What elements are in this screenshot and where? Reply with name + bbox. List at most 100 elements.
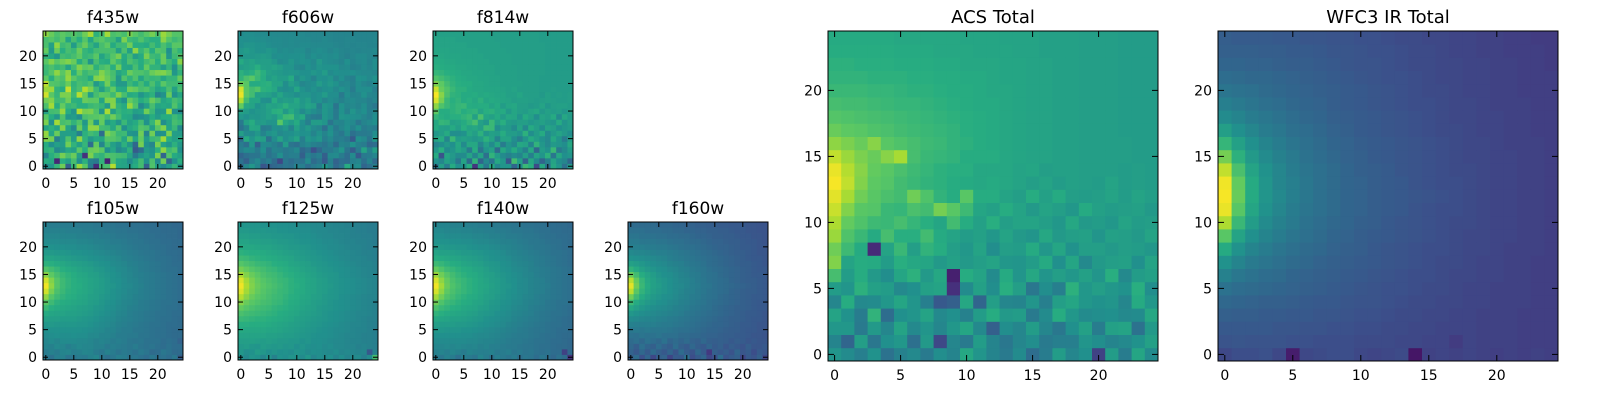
heatmap-cell (305, 130, 312, 137)
heatmap-cell (472, 233, 479, 239)
heatmap-cell (338, 36, 345, 43)
heatmap-cell (277, 130, 284, 137)
heatmap-cell (138, 288, 145, 295)
heatmap-cell (661, 315, 668, 322)
heatmap-cell (561, 299, 568, 306)
heatmap-cell (656, 326, 662, 333)
heatmap-cell (132, 277, 139, 284)
heatmap-cell (511, 36, 518, 43)
heatmap-cell (87, 36, 94, 43)
heatmap-cell (751, 332, 758, 339)
heatmap-cell (689, 337, 696, 344)
heatmap-cell (511, 113, 518, 120)
heatmap-cell (316, 113, 323, 120)
heatmap-cell (355, 102, 362, 109)
heatmap-cell (299, 53, 306, 59)
heatmap-cell (717, 277, 724, 284)
heatmap-cell (338, 157, 345, 164)
heatmap-cell (567, 141, 574, 148)
heatmap-cell (71, 293, 77, 300)
heatmap-cell (438, 146, 445, 153)
heatmap-cell (132, 260, 139, 267)
heatmap-cell (567, 348, 574, 355)
heatmap-cell (461, 304, 467, 311)
heatmap-cell (138, 58, 145, 65)
heatmap-cell (449, 36, 456, 43)
heatmap-cell (366, 124, 373, 131)
heatmap-cell (327, 53, 334, 59)
heatmap-cell (672, 343, 679, 350)
heatmap-cell (138, 102, 145, 109)
heatmap-cell (661, 326, 668, 333)
heatmap-cell (338, 42, 345, 48)
heatmap-cell (933, 281, 948, 296)
heatmap-cell (166, 321, 173, 328)
heatmap-cell (483, 271, 490, 278)
heatmap-cell (171, 249, 178, 256)
heatmap-cell (322, 64, 328, 71)
heatmap-cell (43, 321, 49, 328)
heatmap-cell (854, 163, 868, 177)
heatmap-cell (528, 86, 535, 93)
heatmap-cell (305, 266, 312, 273)
heatmap-cell (115, 119, 122, 126)
heatmap-cell (656, 238, 662, 245)
heatmap-cell (672, 332, 679, 339)
heatmap-cell (54, 315, 61, 322)
heatmap-cell (483, 238, 490, 245)
heatmap-cell (438, 58, 445, 65)
heatmap-cell (545, 304, 551, 311)
heatmap-cell (282, 146, 289, 153)
heatmap-cell (299, 293, 306, 300)
heatmap-cell (361, 332, 368, 339)
heatmap-cell (155, 124, 161, 131)
x-tick-label: 20 (344, 367, 362, 383)
heatmap-cell (316, 42, 323, 48)
heatmap-cell (528, 119, 535, 126)
heatmap-cell (65, 222, 72, 228)
heatmap-cell (322, 141, 328, 148)
heatmap-cell (76, 135, 83, 142)
heatmap-cell (149, 244, 156, 250)
heatmap-cell (327, 271, 334, 278)
heatmap-cell (545, 343, 551, 350)
heatmap-cell (1026, 281, 1040, 296)
heatmap-cell (93, 337, 100, 344)
heatmap-cell (177, 304, 184, 311)
heatmap-cell (734, 282, 741, 289)
heatmap-cell (466, 227, 473, 234)
heatmap-cell (728, 233, 735, 239)
heatmap-cell (59, 119, 66, 126)
heatmap-cell (355, 260, 362, 267)
heatmap-cell (1012, 229, 1027, 243)
heatmap-cell (254, 282, 261, 289)
heatmap-cell (933, 176, 948, 190)
heatmap-cell (138, 91, 145, 98)
heatmap-cell (121, 244, 128, 250)
heatmap-cell (350, 337, 356, 344)
heatmap-cell (338, 31, 345, 37)
heatmap-cell (449, 58, 456, 65)
heatmap-cell (260, 233, 267, 239)
heatmap-cell (260, 64, 267, 71)
heatmap-cell (155, 277, 161, 284)
heatmap-cell (695, 227, 702, 234)
heatmap-cell (243, 86, 250, 93)
heatmap-cell (854, 347, 868, 362)
heatmap-cell (973, 215, 987, 230)
heatmap-cell (344, 58, 351, 65)
heatmap-cell (288, 337, 295, 344)
heatmap-cell (76, 288, 83, 295)
heatmap-cell (138, 163, 145, 170)
heatmap-cell (366, 80, 373, 87)
heatmap-cell (550, 146, 557, 153)
heatmap-cell (266, 119, 272, 126)
heatmap-cell (104, 260, 111, 267)
heatmap-cell (556, 146, 563, 153)
heatmap-cell (327, 304, 334, 311)
heatmap-cell (138, 119, 145, 126)
heatmap-cell (522, 31, 529, 37)
heatmap-cell (266, 47, 272, 54)
heatmap-cell (132, 124, 139, 131)
heatmap-cell (986, 334, 1000, 349)
